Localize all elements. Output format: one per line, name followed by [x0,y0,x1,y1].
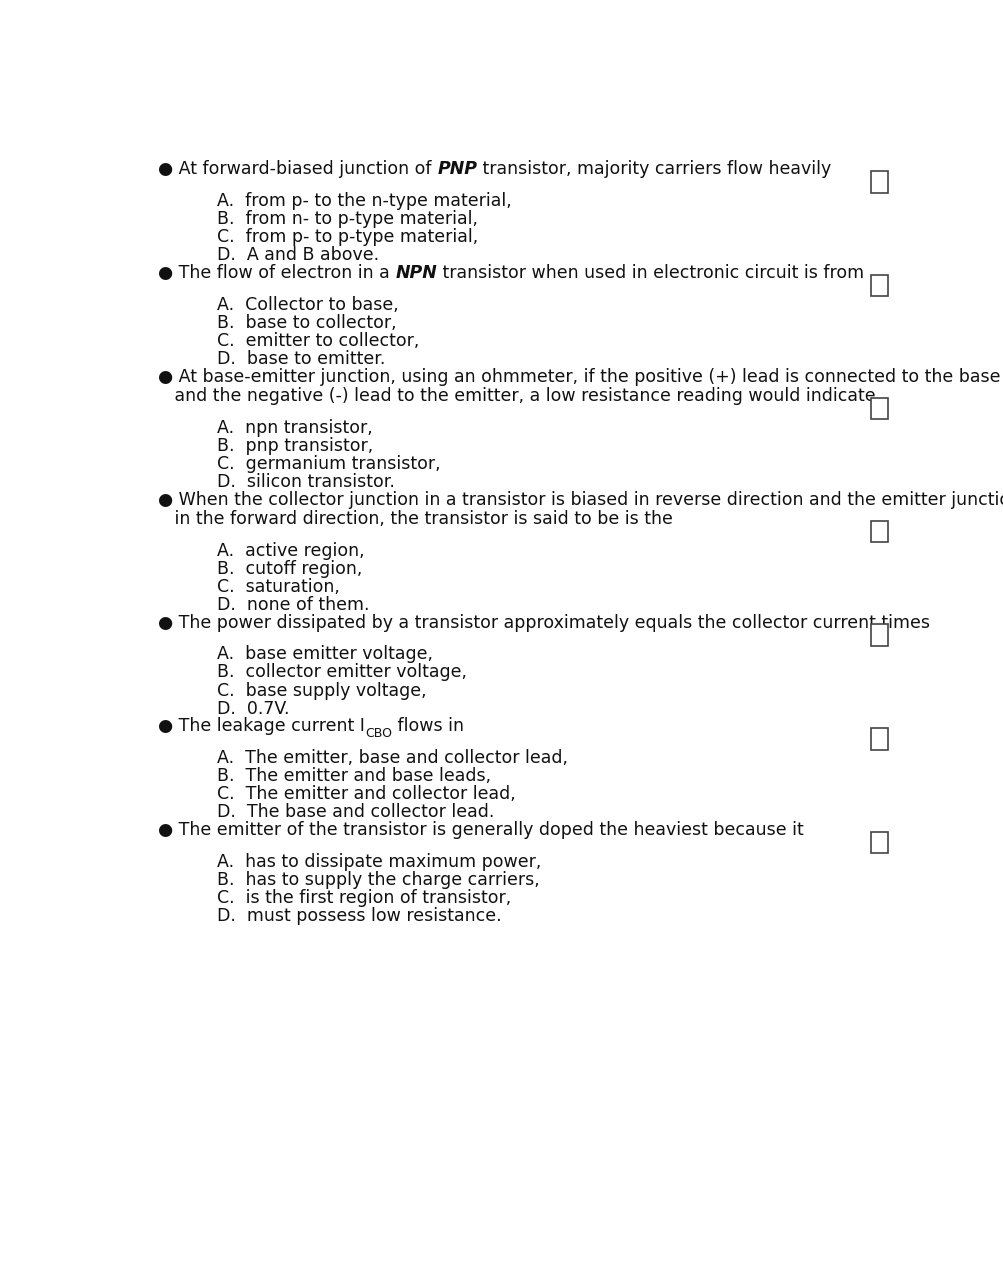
Text: C.  The emitter and collector lead,: C. The emitter and collector lead, [217,785,516,803]
Text: transistor when used in electronic circuit is from: transistor when used in electronic circu… [436,264,864,283]
Bar [870,397,888,419]
Text: ● When the collector junction in a transistor is biased in reverse direction and: ● When the collector junction in a trans… [158,490,1003,509]
Text: A.  from p- to the n-type material,: A. from p- to the n-type material, [217,192,512,210]
Text: C.  germanium transistor,: C. germanium transistor, [217,454,440,474]
Text: A.  The emitter, base and collector lead,: A. The emitter, base and collector lead, [217,749,568,768]
Bar [870,728,888,750]
Text: C.  is the first region of transistor,: C. is the first region of transistor, [217,889,512,908]
Text: ● The emitter of the transistor is generally doped the heaviest because it: ● The emitter of the transistor is gener… [158,821,803,839]
Text: B.  base to collector,: B. base to collector, [217,314,396,332]
Text: A.  has to dissipate maximum power,: A. has to dissipate maximum power, [217,853,542,871]
Text: C.  emitter to collector,: C. emitter to collector, [217,332,419,350]
Text: C.  from p- to p-type material,: C. from p- to p-type material, [217,228,478,246]
Text: C.  base supply voltage,: C. base supply voltage, [217,681,426,700]
Text: B.  The emitter and base leads,: B. The emitter and base leads, [217,768,490,785]
Text: B.  from n- to p-type material,: B. from n- to p-type material, [217,210,477,228]
Text: B.  pnp transistor,: B. pnp transistor, [217,437,373,454]
Bar [870,521,888,542]
Text: A.  active region,: A. active region, [217,541,364,560]
Text: B.  collector emitter voltage,: B. collector emitter voltage, [217,663,466,681]
Bar [870,171,888,192]
Text: CBO: CBO [365,727,391,740]
Text: transistor, majority carriers flow heavily: transistor, majority carriers flow heavi… [476,160,830,178]
Text: A.  Collector to base,: A. Collector to base, [217,295,398,313]
Text: D.  0.7V.: D. 0.7V. [217,700,290,718]
Text: NPN: NPN [395,264,436,283]
Text: D.  silicon transistor.: D. silicon transistor. [217,474,395,491]
Text: B.  cutoff region,: B. cutoff region, [217,560,362,578]
Text: C.  saturation,: C. saturation, [217,578,340,596]
Text: in the forward direction, the transistor is said to be is the: in the forward direction, the transistor… [158,509,672,528]
Text: B.  has to supply the charge carriers,: B. has to supply the charge carriers, [217,871,540,889]
Text: flows in: flows in [391,717,463,736]
Text: A.  npn transistor,: A. npn transistor, [217,419,373,437]
Text: D.  must possess low resistance.: D. must possess low resistance. [217,908,502,925]
Text: PNP: PNP [436,160,476,178]
Text: ● The leakage current I: ● The leakage current I [158,717,365,736]
Text: ● The flow of electron in a: ● The flow of electron in a [158,264,395,283]
Text: D.  The base and collector lead.: D. The base and collector lead. [217,803,494,821]
Text: ● At forward-biased junction of: ● At forward-biased junction of [158,160,436,178]
Text: D.  A and B above.: D. A and B above. [217,247,379,265]
Text: ● At base-emitter junction, using an ohmmeter, if the positive (+) lead is conne: ● At base-emitter junction, using an ohm… [158,368,1000,386]
Bar [870,624,888,645]
Text: D.  base to emitter.: D. base to emitter. [217,350,385,368]
Bar [870,831,888,853]
Text: A.  base emitter voltage,: A. base emitter voltage, [217,645,433,663]
Bar [870,275,888,297]
Text: D.  none of them.: D. none of them. [217,596,369,614]
Text: and the negative (-) lead to the emitter, a low resistance reading would indicat: and the negative (-) lead to the emitter… [158,387,875,405]
Text: ● The power dissipated by a transistor approximately equals the collector curren: ● The power dissipated by a transistor a… [158,614,929,631]
